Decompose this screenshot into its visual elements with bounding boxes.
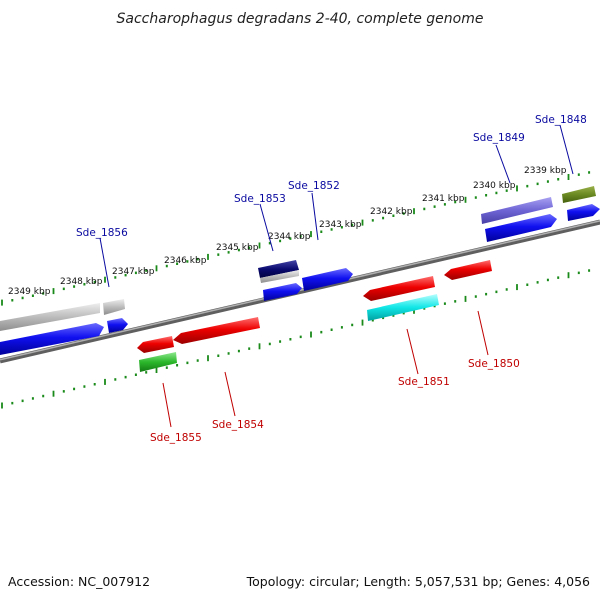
ruler-label: 2342 kbp (370, 207, 413, 217)
ruler-label: 2347 kbp (112, 267, 155, 277)
ruler-label: 2349 kbp (8, 287, 51, 297)
ruler-label: 2346 kbp (164, 256, 207, 266)
gene-label-sde-1851[interactable]: Sde_1851 (398, 376, 450, 388)
gene-label-sde-1848[interactable]: Sde_1848 (535, 114, 587, 126)
gene-label-sde-1856[interactable]: Sde_1856 (76, 227, 128, 239)
gene-feature-1853 (258, 260, 299, 283)
ruler-labels: 2349 kbp 2348 kbp 2347 kbp 2346 kbp 2345… (8, 166, 567, 297)
accession-text: Accession: NC_007912 (8, 574, 150, 589)
gene-label-sde-1853[interactable]: Sde_1853 (234, 193, 286, 205)
gene-feature-1854 (173, 317, 260, 344)
ruler-ticks (1, 171, 591, 409)
gene-label-sde-1850[interactable]: Sde_1850 (468, 358, 520, 370)
gene-feature-1848 (562, 186, 600, 221)
top-label-connectors (99, 124, 574, 288)
top-gene-labels: Sde_1856 Sde_1853 Sde_1852 Sde_1849 Sde_… (76, 114, 587, 239)
genome-backbone (0, 219, 600, 364)
ruler-label: 2341 kbp (422, 194, 465, 204)
gene-label-sde-1855[interactable]: Sde_1855 (150, 432, 202, 444)
map-title: Saccharophagus degradans 2-40, complete … (117, 11, 484, 27)
ruler-label: 2344 kbp (268, 232, 311, 242)
gene-label-sde-1849[interactable]: Sde_1849 (473, 132, 525, 144)
gene-feature-1855 (137, 336, 177, 372)
gene-label-sde-1854[interactable]: Sde_1854 (212, 419, 264, 431)
gene-feature-1852-group (263, 268, 353, 301)
gene-feature-1849 (481, 197, 557, 242)
gene-feature-gray-upper (0, 299, 125, 331)
ruler-label: 2348 kbp (60, 277, 103, 287)
gene-feature-blue-lower (0, 318, 128, 355)
ruler-label: 2339 kbp (524, 166, 567, 176)
gene-feature-1851 (363, 276, 439, 321)
bottom-label-connectors (162, 310, 489, 428)
ruler-label: 2345 kbp (216, 243, 259, 253)
bottom-gene-labels: Sde_1855 Sde_1854 Sde_1851 Sde_1850 (150, 358, 520, 444)
gene-feature-1850 (444, 260, 492, 280)
topology-text: Topology: circular; Length: 5,057,531 bp… (246, 574, 590, 589)
ruler-label: 2340 kbp (473, 181, 516, 191)
gene-label-sde-1852[interactable]: Sde_1852 (288, 180, 340, 192)
ruler-label: 2343 kbp (319, 220, 362, 230)
